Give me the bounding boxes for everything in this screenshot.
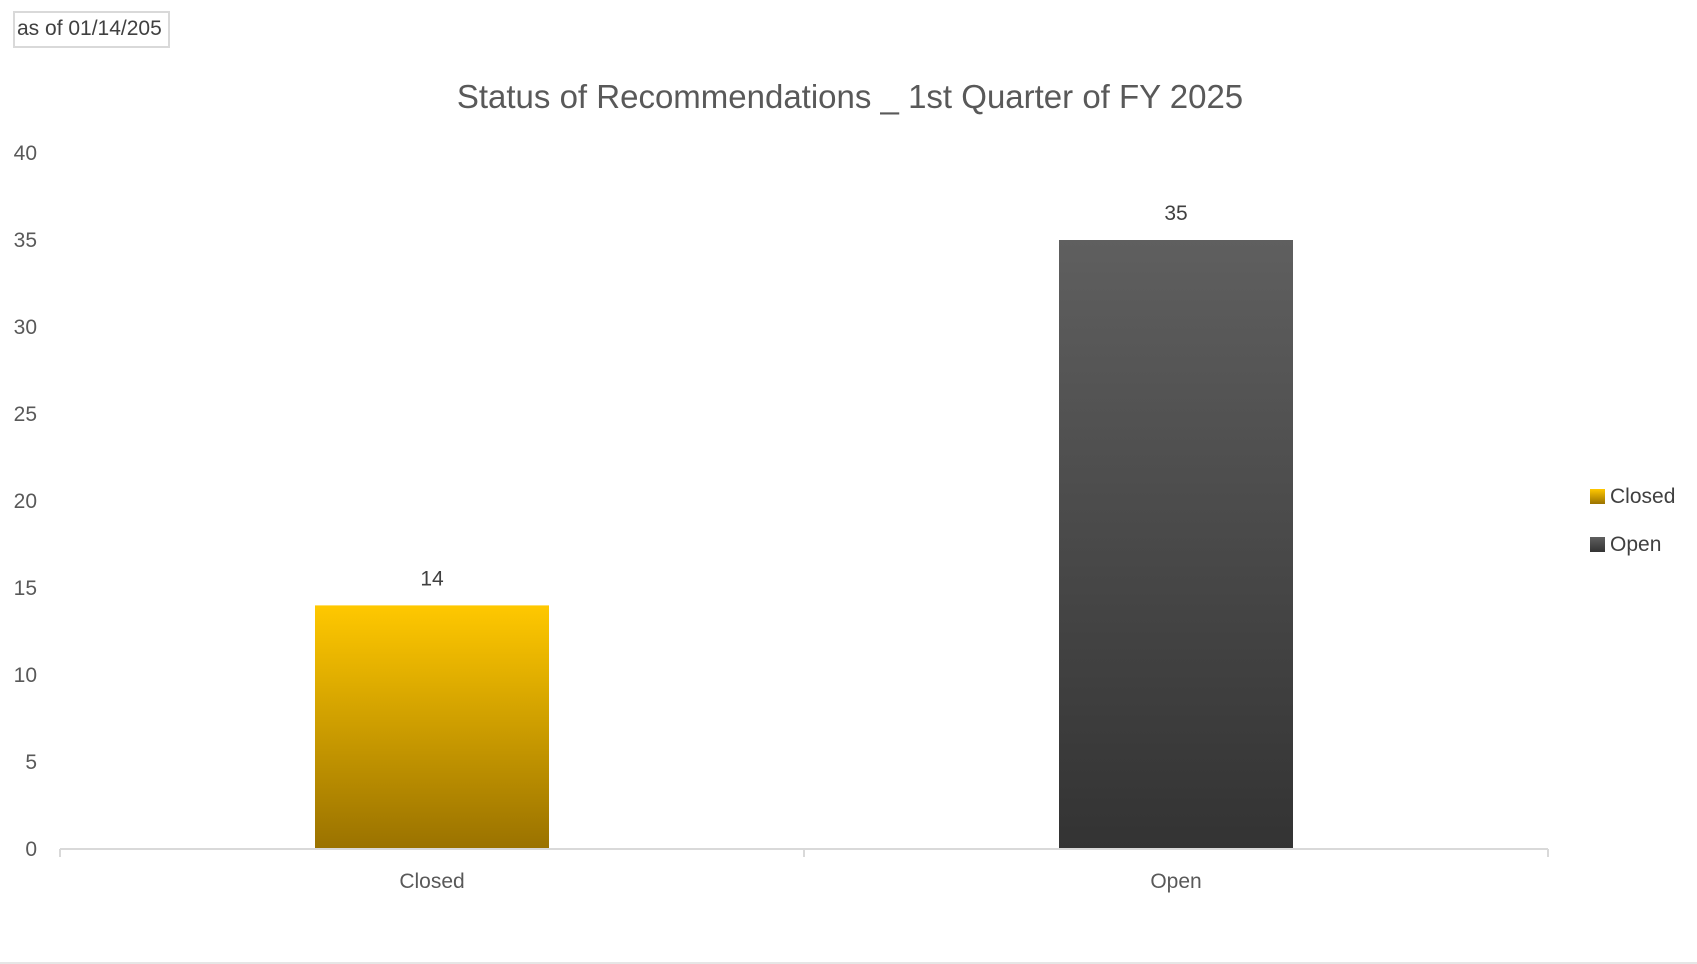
y-tick-label: 15 bbox=[14, 577, 37, 600]
bottom-divider bbox=[0, 962, 1697, 964]
bar-closed bbox=[315, 605, 549, 849]
y-tick-label: 5 bbox=[25, 751, 37, 774]
y-tick-label: 0 bbox=[25, 838, 37, 861]
y-axis-tick-labels: 0 5 10 15 20 25 30 35 40 bbox=[14, 142, 37, 861]
data-label-closed: 14 bbox=[420, 567, 444, 590]
legend-label-closed: Closed bbox=[1610, 485, 1675, 508]
y-tick-label: 20 bbox=[14, 490, 37, 513]
legend: Closed Open bbox=[1590, 485, 1675, 556]
legend-label-open: Open bbox=[1610, 533, 1661, 556]
y-tick-label: 40 bbox=[14, 142, 37, 165]
data-label-open: 35 bbox=[1164, 202, 1187, 225]
y-tick-label: 25 bbox=[14, 403, 37, 426]
chart-title: Status of Recommendations _ 1st Quarter … bbox=[457, 78, 1243, 115]
x-axis: Closed Open bbox=[59, 848, 1549, 893]
y-tick-label: 35 bbox=[14, 229, 37, 252]
bars: 14 35 bbox=[315, 202, 1293, 849]
x-tick-label-open: Open bbox=[1150, 870, 1201, 893]
y-tick-label: 30 bbox=[14, 316, 37, 339]
legend-swatch-open bbox=[1590, 537, 1605, 552]
y-tick-label: 10 bbox=[14, 664, 37, 687]
legend-swatch-closed bbox=[1590, 489, 1605, 504]
as-of-date-note: as of 01/14/205 bbox=[13, 11, 170, 48]
x-tick-label-closed: Closed bbox=[399, 870, 464, 893]
bar-open bbox=[1059, 240, 1293, 849]
